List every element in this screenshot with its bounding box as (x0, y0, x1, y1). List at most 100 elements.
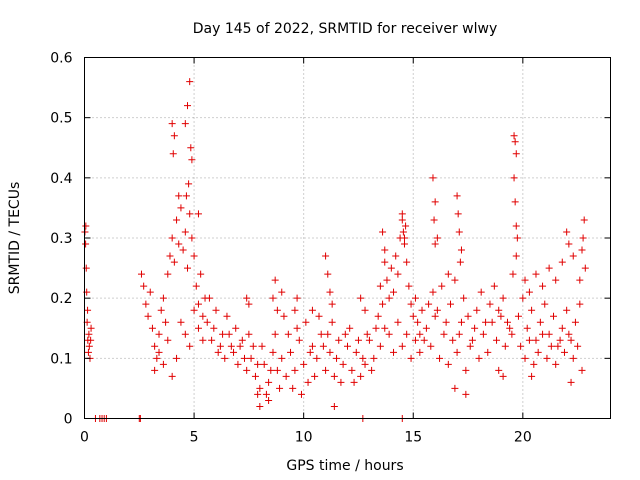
data-point (162, 318, 170, 326)
data-point (313, 354, 321, 362)
data-point (302, 318, 310, 326)
x-axis-label: GPS time / hours (286, 458, 403, 474)
data-point (190, 252, 198, 260)
data-point (440, 330, 448, 338)
data-point (416, 348, 424, 356)
data-point (357, 372, 365, 380)
data-point (552, 276, 560, 284)
data-point (490, 282, 498, 290)
data-point (173, 216, 181, 224)
data-point (431, 198, 439, 206)
data-point (567, 336, 575, 344)
data-point (216, 342, 224, 350)
data-point (473, 306, 481, 314)
data-point (175, 192, 183, 200)
data-point (431, 240, 439, 248)
data-point (390, 348, 398, 356)
data-point (187, 144, 195, 152)
data-point (433, 234, 441, 242)
y-axis-label: SRMTID / TECUs (7, 182, 23, 295)
data-point (514, 312, 522, 320)
data-point (547, 342, 555, 350)
data-point (411, 294, 419, 302)
data-point (85, 342, 93, 350)
data-point (363, 330, 371, 338)
data-point (324, 330, 332, 338)
data-point (205, 294, 213, 302)
data-point (545, 264, 553, 272)
data-point (192, 282, 200, 290)
data-point (495, 306, 503, 314)
data-point (186, 78, 194, 86)
data-point (251, 372, 259, 380)
data-point (510, 132, 518, 140)
data-point (212, 306, 220, 314)
x-tick-label: 20 (514, 430, 532, 446)
data-point (532, 336, 540, 344)
data-point (399, 228, 407, 236)
y-tick-label: 0 (64, 412, 73, 428)
data-point (394, 270, 402, 278)
data-point (430, 216, 438, 224)
data-point (438, 282, 446, 290)
data-point (186, 342, 194, 350)
data-point (578, 366, 586, 374)
data-point (407, 354, 415, 362)
data-point (352, 348, 360, 356)
data-point (269, 294, 277, 302)
data-point (293, 324, 301, 332)
data-point (453, 348, 461, 356)
data-point (177, 204, 185, 212)
data-point (403, 330, 411, 338)
data-point (151, 366, 159, 374)
data-point (240, 354, 248, 362)
data-point (254, 390, 262, 398)
y-tick-label: 0.2 (50, 291, 72, 307)
y-tick-label: 0.1 (50, 351, 72, 367)
data-point (177, 318, 185, 326)
data-point (521, 276, 529, 284)
data-point (368, 366, 376, 374)
data-point (168, 372, 176, 380)
data-point (436, 354, 444, 362)
data-point (416, 330, 424, 338)
data-point (455, 228, 463, 236)
data-point (464, 312, 472, 320)
data-point (223, 312, 231, 320)
data-point (308, 342, 316, 350)
data-point (541, 300, 549, 308)
data-point (579, 234, 587, 242)
data-point (576, 276, 584, 284)
data-point (322, 252, 330, 260)
data-point (405, 282, 413, 290)
data-point (525, 288, 533, 296)
data-point (179, 246, 187, 254)
data-point (333, 354, 341, 362)
data-point (194, 300, 202, 308)
data-point (269, 348, 277, 356)
data-point (493, 336, 501, 344)
data-point (184, 102, 192, 110)
data-point (168, 120, 176, 128)
data-point (457, 318, 465, 326)
data-point (506, 324, 514, 332)
data-point (344, 342, 351, 350)
data-point (479, 330, 487, 338)
data-point (534, 348, 542, 356)
data-point (545, 330, 553, 338)
data-point (383, 276, 391, 284)
data-point (392, 252, 400, 260)
data-point (511, 138, 519, 146)
data-point (203, 318, 211, 326)
data-point (155, 330, 163, 338)
data-point (379, 300, 387, 308)
data-point (462, 390, 470, 398)
data-point (271, 276, 279, 284)
data-point (87, 324, 95, 332)
data-point (254, 360, 262, 368)
data-point (324, 270, 332, 278)
data-point (260, 360, 268, 368)
data-point (374, 312, 382, 320)
data-point (563, 306, 571, 314)
data-point (581, 264, 589, 272)
